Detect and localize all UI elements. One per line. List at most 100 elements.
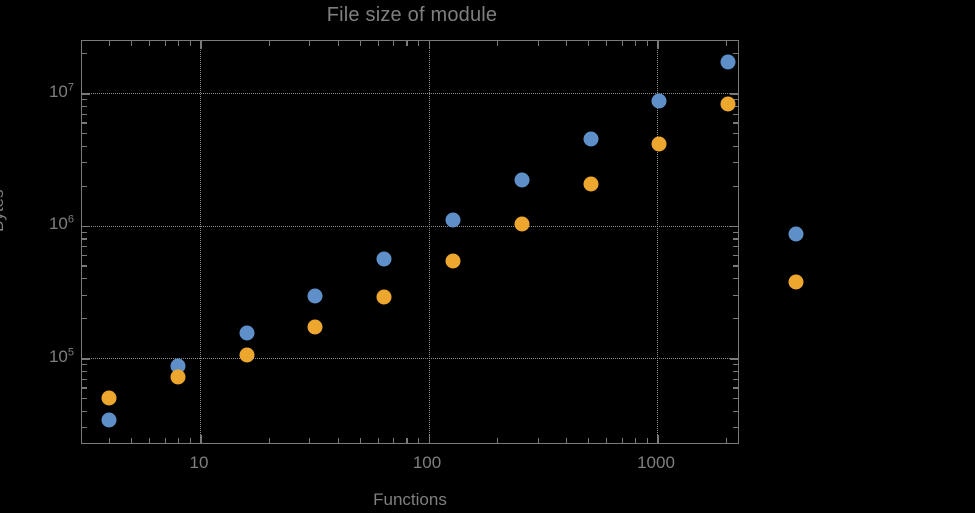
y-tick-exponent: 7 (67, 81, 74, 94)
tick-mark (657, 41, 659, 49)
data-point-series-blue (651, 93, 667, 109)
data-point-series-blue (583, 131, 599, 147)
tick-mark (733, 231, 738, 233)
tick-mark (621, 438, 623, 443)
tick-mark (733, 246, 738, 248)
tick-mark (733, 113, 738, 115)
tick-mark (634, 438, 637, 443)
tick-mark (82, 278, 87, 280)
gridline-vertical (657, 41, 658, 443)
data-point-series-blue (101, 412, 117, 428)
chart-title: File size of module (326, 4, 498, 26)
y-tick-mantissa: 10 (48, 214, 68, 233)
data-point-series-orange (651, 136, 667, 152)
tick-mark (82, 93, 90, 95)
gridline-horizontal (82, 358, 738, 359)
plot-area (81, 40, 739, 444)
tick-mark (82, 105, 87, 108)
tick-mark (82, 364, 87, 366)
gridline-horizontal (82, 225, 738, 227)
data-point-series-orange (376, 289, 392, 305)
tick-mark (406, 438, 408, 443)
tick-mark (82, 378, 87, 380)
data-point-series-orange (170, 369, 186, 385)
y-tick-exponent: 6 (67, 213, 74, 226)
tick-mark (177, 438, 180, 443)
tick-mark (149, 438, 151, 443)
tick-mark (82, 238, 87, 240)
tick-mark (733, 370, 738, 373)
data-point-series-blue (445, 212, 461, 228)
tick-mark (418, 41, 420, 46)
tick-mark (109, 438, 111, 443)
y-tick-label-1e6: 106 (28, 214, 74, 234)
tick-mark (82, 122, 87, 124)
gridline-vertical (428, 41, 430, 443)
tick-mark (733, 145, 738, 147)
tick-mark (406, 41, 408, 46)
data-point-series-blue (376, 251, 392, 267)
data-point-series-orange (307, 319, 323, 335)
tick-mark (634, 41, 637, 46)
tick-mark (733, 162, 738, 164)
tick-mark (566, 438, 568, 443)
tick-mark (337, 438, 339, 443)
tick-mark (82, 145, 87, 147)
tick-mark (733, 53, 738, 55)
tick-mark (730, 93, 738, 95)
tick-mark (606, 438, 608, 443)
tick-mark (337, 41, 339, 46)
tick-mark (733, 318, 738, 320)
y-tick-mantissa: 10 (48, 82, 68, 101)
data-point-series-orange (445, 253, 461, 269)
data-point-series-orange (720, 96, 736, 112)
tick-mark (730, 358, 738, 360)
tick-mark (733, 254, 738, 257)
tick-mark (730, 225, 738, 227)
tick-mark (359, 41, 361, 46)
data-point-series-orange (788, 274, 804, 290)
tick-mark (82, 99, 87, 101)
y-axis-label: Bytes (0, 189, 7, 232)
data-point-series-orange (583, 176, 599, 192)
y-tick-exponent: 5 (67, 346, 74, 359)
tick-mark (377, 41, 379, 46)
tick-mark (646, 41, 648, 46)
tick-mark (537, 438, 539, 443)
tick-mark (82, 318, 87, 320)
tick-mark (725, 41, 727, 46)
tick-mark (725, 438, 727, 443)
tick-mark (177, 41, 180, 46)
data-point-series-blue (514, 172, 530, 188)
tick-mark (428, 41, 430, 49)
tick-mark (733, 378, 738, 380)
tick-mark (733, 387, 738, 389)
tick-mark (82, 254, 87, 257)
data-point-series-blue (307, 288, 323, 304)
tick-mark (733, 364, 738, 366)
x-tick-label-100: 100 (412, 453, 442, 472)
tick-mark (82, 397, 87, 400)
tick-mark (82, 410, 87, 412)
x-tick-label-1000: 1000 (637, 453, 675, 472)
tick-mark (82, 231, 87, 233)
tick-mark (189, 438, 191, 443)
y-tick-mantissa: 10 (48, 347, 68, 366)
tick-mark (131, 438, 133, 443)
tick-mark (82, 370, 87, 373)
tick-mark (733, 397, 738, 400)
tick-mark (200, 41, 202, 49)
y-tick-label-1e5: 105 (28, 347, 74, 367)
data-point-series-orange (101, 390, 117, 406)
tick-mark (82, 387, 87, 389)
tick-mark (733, 427, 738, 429)
tick-mark (82, 225, 90, 227)
tick-mark (733, 105, 738, 108)
tick-mark (733, 185, 738, 187)
tick-mark (733, 294, 738, 296)
tick-mark (588, 41, 590, 46)
tick-mark (200, 435, 202, 443)
tick-mark (109, 41, 111, 46)
gridline-vertical (200, 41, 201, 443)
tick-mark (733, 132, 738, 135)
